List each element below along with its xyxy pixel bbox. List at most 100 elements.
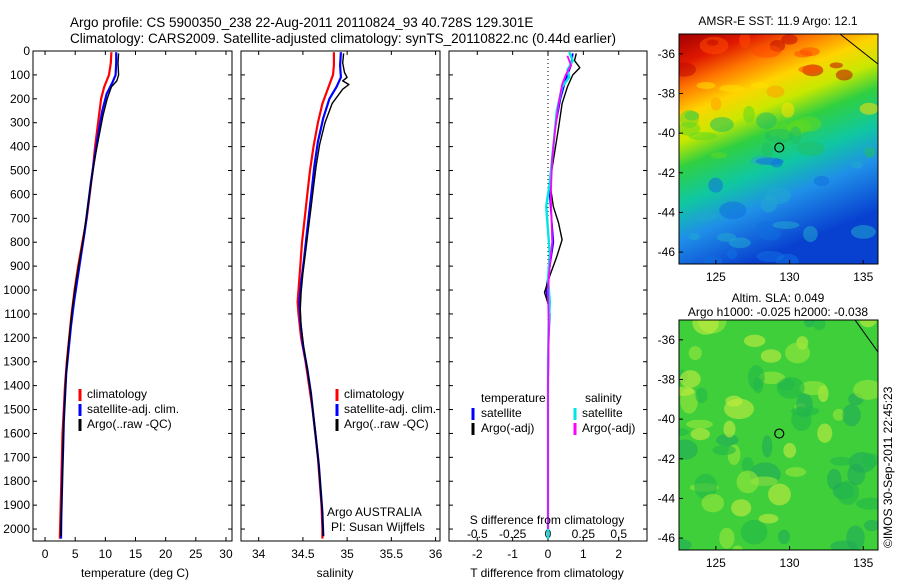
map-texture: [712, 445, 736, 456]
map-texture: [739, 34, 751, 48]
map-texture: [679, 62, 696, 77]
map-texture: [827, 468, 842, 490]
x-tick-label: 130: [780, 556, 800, 570]
map-texture: [776, 377, 805, 399]
map-texture: [755, 157, 784, 165]
map-texture: [785, 342, 811, 364]
salinity-annotation-line-1: Argo AUSTRALIA: [327, 505, 422, 519]
argo-location-marker: [774, 428, 785, 439]
y-tick-label: 500: [10, 164, 30, 178]
y-tick-label: -38: [658, 86, 676, 100]
y-tick-label: 1500: [3, 403, 30, 417]
x2-tick-label: 0.25: [572, 527, 596, 541]
legend-entry: climatology: [87, 387, 147, 401]
x-tick-label: 30: [219, 547, 233, 561]
map-texture: [832, 408, 845, 421]
map-texture: [724, 398, 754, 420]
map-texture: [679, 439, 698, 460]
x-tick-label: 0: [545, 547, 552, 561]
y-tick-label: -44: [658, 205, 676, 219]
map-texture: [688, 346, 702, 361]
map-texture: [812, 320, 826, 331]
header-line-2: Climatology: CARS2009. Satellite-adjuste…: [70, 31, 616, 46]
x2-tick-label: -0.5: [467, 527, 488, 541]
y-tick-label: 1000: [3, 283, 30, 297]
map-texture: [710, 97, 722, 111]
legend-entry: Argo(-adj): [582, 421, 635, 435]
temperature-plot-frame: [32, 50, 233, 542]
x-tick-label: 20: [159, 547, 173, 561]
map-texture: [760, 349, 782, 363]
map-texture: [679, 109, 699, 128]
y-tick-label: 800: [10, 235, 30, 249]
legend-entry: climatology: [344, 387, 404, 401]
y-tick-label: -46: [658, 531, 676, 545]
y-tick-label: 600: [10, 187, 30, 201]
x-tick-label: 10: [99, 547, 113, 561]
map-texture: [851, 160, 863, 169]
y-tick-label: 1600: [3, 426, 30, 440]
map-texture: [727, 248, 738, 260]
map-texture: [751, 45, 782, 58]
map-texture: [761, 142, 773, 159]
map-texture: [803, 226, 818, 242]
map-texture: [785, 467, 807, 477]
temperature-series-argo-raw-qc-: [60, 53, 120, 537]
y-tick-label: 1900: [3, 498, 30, 512]
difference-series-argo-adj-: [547, 55, 572, 529]
temperature-xlabel: temperature (deg C): [81, 566, 189, 580]
legend-heading: temperature: [481, 391, 546, 405]
salinity-series-argo-raw-qc-: [299, 53, 350, 537]
x-tick-label: 125: [706, 556, 726, 570]
y-tick-label: 200: [10, 92, 30, 106]
map-texture: [798, 65, 822, 74]
salinity-panel: 34 34.5 35 35.5 36 climatologysatellite-adj. …: [240, 50, 443, 561]
y-tick-label: 1300: [3, 355, 30, 369]
map-texture: [688, 233, 701, 241]
x-tick-label: 135: [853, 556, 873, 570]
map-texture: [794, 50, 813, 58]
salinity-plot-frame: [240, 50, 441, 542]
map-texture: [768, 483, 791, 506]
map-texture: [796, 141, 825, 156]
argo-location-marker: [774, 142, 785, 153]
map-texture: [783, 442, 797, 458]
map-texture: [859, 102, 878, 115]
map-texture: [790, 406, 820, 417]
map-texture: [817, 423, 833, 443]
difference-x2label: S difference from climatology: [470, 513, 625, 527]
x-tick-label: 15: [129, 547, 143, 561]
map-texture: [835, 69, 853, 81]
map-texture: [766, 85, 785, 98]
y-tick-label: 100: [10, 68, 30, 82]
map-texture: [708, 177, 723, 193]
map-texture: [799, 380, 827, 396]
sla-map-title: Altim. SLA: 0.049: [732, 291, 825, 305]
map-texture: [850, 225, 876, 239]
legend-entry: Argo(-adj): [481, 421, 534, 435]
legend-entry: satellite: [481, 406, 522, 420]
x-tick-label: -2: [472, 547, 483, 561]
map-texture: [723, 420, 736, 438]
y-tick-label: -36: [658, 47, 676, 61]
legend-entry: Argo(..raw -QC): [87, 417, 172, 431]
y-tick-label: 700: [10, 211, 30, 225]
x-tick-label: 0: [42, 547, 49, 561]
x-tick-label: 35: [340, 547, 354, 561]
y-tick-label: -44: [658, 491, 676, 505]
map-texture: [732, 545, 743, 550]
x-tick-label: 34: [252, 547, 266, 561]
coastline: [854, 320, 878, 353]
map-texture: [761, 435, 773, 458]
map-texture: [859, 320, 877, 328]
map-texture: [696, 81, 716, 90]
footer-timestamp: ©IMOS 30-Sep-2011 22:45:23: [881, 386, 895, 548]
x-tick-label: 130: [780, 270, 800, 284]
salinity-annotation-line-2: PI: Susan Wijffels: [331, 520, 425, 534]
sst-map-title: AMSR-E SST: 11.9 Argo: 12.1: [698, 14, 858, 28]
map-texture: [776, 253, 799, 264]
x-tick-label: 35.5: [380, 547, 404, 561]
y-tick-label: -40: [658, 126, 676, 140]
map-texture: [679, 370, 701, 388]
